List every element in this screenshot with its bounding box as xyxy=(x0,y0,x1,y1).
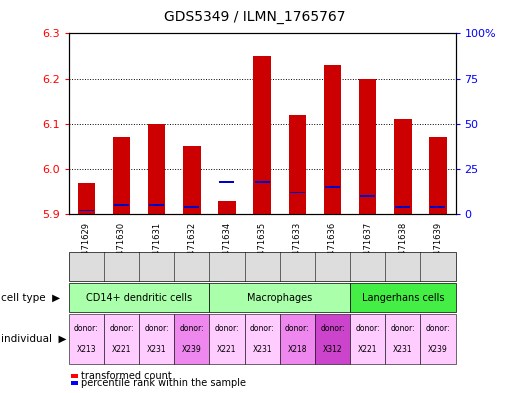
Text: X239: X239 xyxy=(182,345,202,354)
Text: X213: X213 xyxy=(76,345,96,354)
Text: donor:: donor: xyxy=(320,324,345,332)
Text: X221: X221 xyxy=(358,345,377,354)
Text: cell type  ▶: cell type ▶ xyxy=(1,293,60,303)
Bar xyxy=(112,137,130,214)
Text: X239: X239 xyxy=(428,345,448,354)
Text: donor:: donor: xyxy=(426,324,450,332)
Text: X231: X231 xyxy=(252,345,272,354)
Bar xyxy=(394,119,412,214)
Text: donor:: donor: xyxy=(285,324,309,332)
Text: CD14+ dendritic cells: CD14+ dendritic cells xyxy=(86,293,192,303)
Text: donor:: donor: xyxy=(74,324,99,332)
Text: X231: X231 xyxy=(147,345,166,354)
Text: donor:: donor: xyxy=(355,324,380,332)
Text: transformed count: transformed count xyxy=(81,371,172,381)
Bar xyxy=(360,195,375,197)
Bar xyxy=(218,201,236,214)
Bar xyxy=(290,191,305,193)
Bar xyxy=(431,206,445,208)
Text: X221: X221 xyxy=(217,345,237,354)
Bar xyxy=(184,206,200,208)
Bar xyxy=(324,65,341,214)
Bar xyxy=(289,115,306,214)
Text: Macrophages: Macrophages xyxy=(247,293,313,303)
Bar xyxy=(359,79,377,214)
Text: individual  ▶: individual ▶ xyxy=(1,334,66,344)
Bar xyxy=(114,204,129,206)
Bar xyxy=(77,183,95,214)
Bar xyxy=(149,204,164,206)
Bar xyxy=(429,137,447,214)
Text: donor:: donor: xyxy=(180,324,204,332)
Text: X221: X221 xyxy=(111,345,131,354)
Text: X231: X231 xyxy=(393,345,413,354)
Bar xyxy=(79,209,94,211)
Bar xyxy=(183,147,201,214)
Text: donor:: donor: xyxy=(215,324,239,332)
Text: Langerhans cells: Langerhans cells xyxy=(361,293,444,303)
Text: X218: X218 xyxy=(288,345,307,354)
Bar xyxy=(325,186,340,188)
Bar xyxy=(254,181,270,182)
Text: donor:: donor: xyxy=(250,324,274,332)
Text: donor:: donor: xyxy=(390,324,415,332)
Bar xyxy=(219,181,235,182)
Text: GDS5349 / ILMN_1765767: GDS5349 / ILMN_1765767 xyxy=(164,10,345,24)
Bar xyxy=(148,124,165,214)
Bar xyxy=(253,56,271,214)
Text: donor:: donor: xyxy=(145,324,169,332)
Text: donor:: donor: xyxy=(109,324,134,332)
Text: X312: X312 xyxy=(323,345,342,354)
Bar xyxy=(395,206,410,208)
Text: percentile rank within the sample: percentile rank within the sample xyxy=(81,378,246,388)
